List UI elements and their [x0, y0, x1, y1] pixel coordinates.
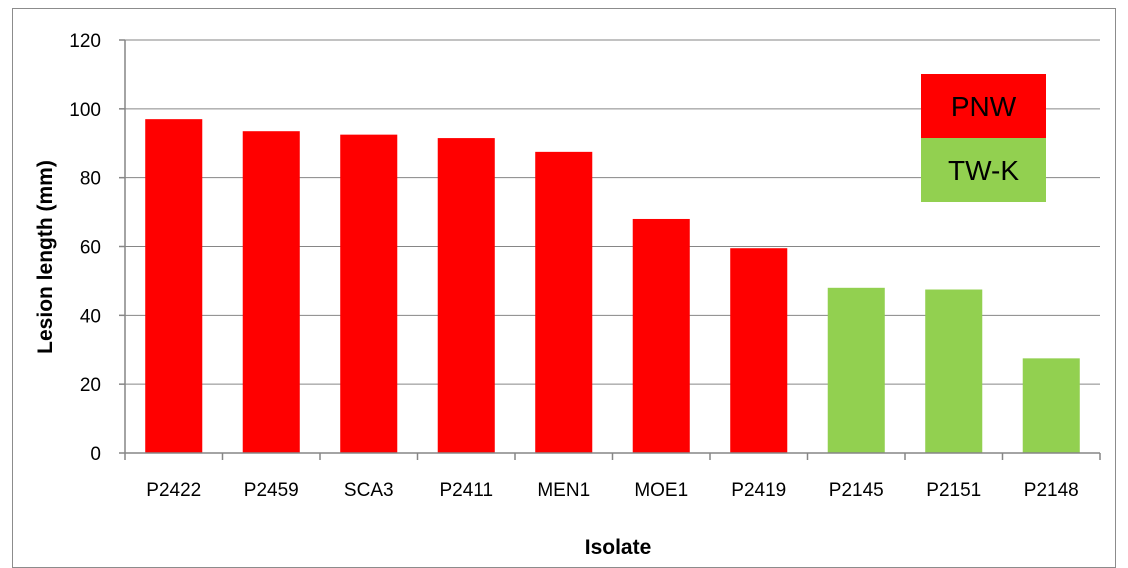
- legend-swatch-pnw: [921, 74, 1046, 138]
- y-tick-label: 20: [80, 375, 101, 396]
- x-tick-label: P2148: [1024, 480, 1079, 501]
- x-tick-label: P2145: [829, 480, 884, 501]
- bar-p2145: [827, 287, 885, 453]
- x-tick-label: P2411: [439, 480, 493, 501]
- x-tick-label: P2151: [926, 480, 981, 501]
- bar-p2151: [925, 289, 983, 453]
- x-tick-label: P2419: [731, 480, 786, 501]
- legend-label: TW-K: [948, 155, 1019, 186]
- y-tick-label: 80: [80, 169, 101, 190]
- bar-p2459: [242, 131, 300, 453]
- legend-swatch-tw-k: [921, 138, 1046, 202]
- y-tick-label: 60: [80, 238, 101, 259]
- x-tick-label: MOE1: [634, 480, 688, 501]
- bar-moe1: [632, 218, 690, 453]
- x-tick-label: SCA3: [344, 480, 394, 501]
- y-tick-label: 100: [69, 100, 101, 121]
- y-tick-label: 0: [90, 444, 101, 465]
- x-tick-label: P2422: [146, 480, 201, 501]
- bars: [145, 119, 1080, 454]
- y-tick-labels: 0 20 40 60 80 100 120: [69, 31, 125, 465]
- x-axis-title: Isolate: [585, 536, 652, 559]
- y-tick-label: 120: [69, 31, 101, 52]
- bar-sca3: [340, 134, 398, 454]
- bar-p2148: [1022, 358, 1080, 453]
- y-tick-label: 40: [80, 306, 101, 327]
- bar-p2411: [437, 138, 495, 453]
- bar-p2419: [730, 248, 788, 453]
- legend-label: PNW: [951, 91, 1017, 122]
- x-tick-label: P2459: [244, 480, 299, 501]
- bar-p2422: [145, 119, 203, 454]
- legend: PNW TW-K: [921, 74, 1046, 202]
- y-axis-title: Lesion length (mm): [34, 160, 57, 354]
- x-tick-labels: P2422 P2459 SCA3 P2411 MEN1 MOE1 P2419 P2145 P21…: [124, 453, 1101, 501]
- x-tick-label: MEN1: [537, 480, 590, 501]
- bar-men1: [535, 151, 593, 453]
